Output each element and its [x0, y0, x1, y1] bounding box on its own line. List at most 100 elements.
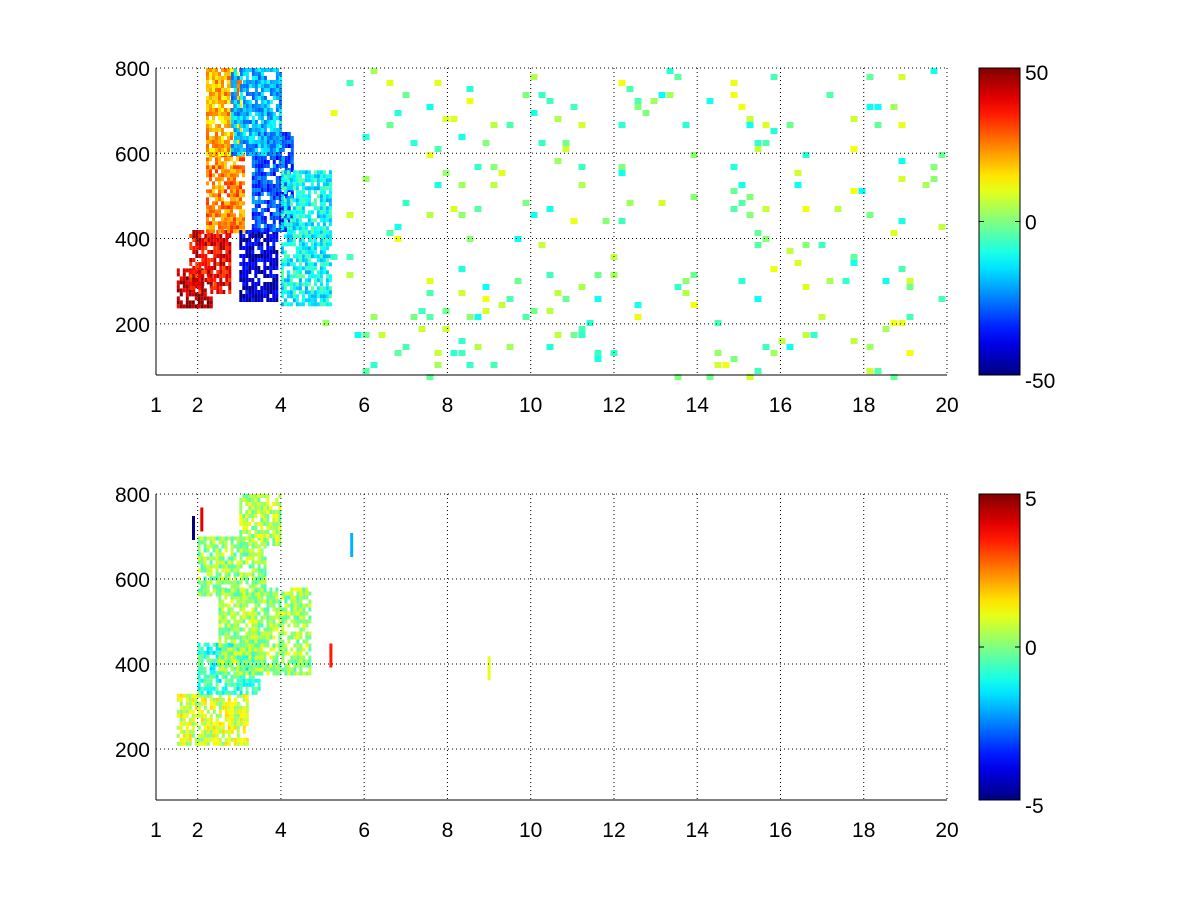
- heatmap-cell: [248, 104, 252, 108]
- heatmap-cell: [275, 542, 279, 546]
- heatmap-cell: [210, 234, 214, 238]
- heatmap-cell: [206, 157, 209, 162]
- heatmap-cell: [263, 266, 267, 270]
- heatmap-cell: [179, 705, 183, 710]
- heatmap-cell: [299, 611, 303, 616]
- heatmap-cell: [263, 282, 267, 286]
- heatmap-cell: [197, 705, 201, 710]
- heatmap-cell: [284, 651, 288, 656]
- heatmap-cell: [224, 221, 227, 226]
- heatmap-cell: [204, 266, 208, 270]
- heatmap-cell: [304, 246, 308, 251]
- heatmap-cell: [248, 262, 252, 266]
- heatmap-cell: [260, 84, 264, 88]
- heatmap-cell: [293, 667, 297, 672]
- heatmap-cell: [281, 591, 285, 596]
- heatmap-cell: [284, 615, 288, 620]
- heatmap-cell: [307, 170, 311, 175]
- heatmap-cell: [233, 100, 237, 104]
- heatmap-cell: [263, 176, 267, 180]
- heatmap-cell: [221, 619, 225, 624]
- heatmap-cell: [260, 560, 264, 565]
- heatmap-cell: [182, 272, 186, 277]
- heatmap-cell: [328, 178, 332, 183]
- heatmap-cell: [304, 198, 308, 203]
- heatmap-cell: [233, 564, 237, 569]
- heatmap-cell: [319, 294, 323, 299]
- heatmap-cell: [269, 148, 273, 152]
- heatmap-cell: [278, 494, 282, 498]
- heatmap-cell: [248, 246, 252, 250]
- heatmap-cell: [194, 705, 198, 710]
- heatmap-cell: [212, 544, 216, 549]
- heatmap-cell: [224, 148, 227, 152]
- heatmap-cell: [254, 234, 258, 238]
- heatmap-cell: [248, 238, 252, 242]
- heatmap-cell: [284, 156, 288, 160]
- heatmap-cell: [209, 304, 213, 309]
- heatmap-cell: [272, 518, 276, 522]
- heatmap-cell: [206, 169, 209, 174]
- heatmap-cell: [278, 603, 282, 608]
- heatmap-cell: [215, 140, 218, 144]
- heatmap-cell: [224, 713, 228, 718]
- heatmap-cell: [225, 230, 229, 234]
- heatmap-cell: [251, 216, 255, 220]
- heatmap-cell: [209, 560, 213, 565]
- heatmap-cell: [218, 185, 221, 190]
- heatmap-cell: [280, 170, 284, 175]
- heatmap-cell: [233, 221, 236, 226]
- heatmap-cell: [266, 238, 270, 242]
- heatmap-cell: [254, 132, 258, 136]
- heatmap-cell: [287, 639, 291, 644]
- heatmap-cell: [260, 607, 264, 612]
- heatmap-cell: [230, 725, 234, 730]
- heatmap-outlier-1: [200, 507, 204, 532]
- heatmap-cell: [197, 580, 201, 585]
- heatmap-cell: [242, 165, 245, 170]
- heatmap-cell: [257, 220, 261, 224]
- heatmap-cell: [189, 270, 193, 274]
- heatmap-cell: [230, 627, 234, 632]
- heatmap-cell: [198, 242, 202, 246]
- heatmap-cell: [466, 86, 474, 92]
- heatmap-cell: [227, 717, 231, 722]
- heatmap-cell: [260, 502, 264, 506]
- heatmap-cell: [233, 588, 237, 593]
- heatmap-cell: [245, 552, 249, 557]
- heatmap-cell: [227, 690, 231, 695]
- heatmap-cell: [218, 709, 222, 714]
- heatmap-cell: [263, 270, 267, 274]
- heatmap-cell: [269, 144, 273, 148]
- heatmap-cell: [578, 122, 586, 128]
- heatmap-cell: [221, 169, 224, 174]
- heatmap-cell: [778, 338, 786, 344]
- heatmap-cell: [242, 498, 246, 502]
- heatmap-cell: [224, 709, 228, 714]
- heatmap-cell: [328, 218, 332, 223]
- heatmap-cell: [218, 100, 221, 104]
- heatmap-cell: [458, 212, 466, 218]
- heatmap-cell: [242, 132, 246, 136]
- heatmap-cell: [233, 201, 236, 206]
- heatmap-cell: [272, 595, 276, 600]
- heatmap-cell: [260, 176, 264, 180]
- heatmap-cell: [194, 741, 198, 746]
- heatmap-cell: [278, 88, 282, 92]
- heatmap-cell: [307, 298, 311, 303]
- heatmap-cell: [215, 152, 218, 156]
- heatmap-cell: [251, 148, 255, 152]
- heatmap-cell: [278, 108, 282, 112]
- heatmap-cell: [283, 206, 287, 211]
- heatmap-cell: [257, 682, 261, 687]
- heatmap-cell: [290, 631, 294, 636]
- heatmap-cell: [272, 116, 276, 120]
- heatmap-cell: [286, 234, 290, 239]
- heatmap-cell: [212, 205, 215, 210]
- heatmap-cell: [227, 112, 230, 116]
- heatmap-cell: [221, 655, 225, 660]
- heatmap-cell: [278, 514, 282, 518]
- heatmap-cell: [233, 705, 237, 710]
- heatmap-cell: [227, 536, 231, 541]
- heatmap-cell: [203, 678, 207, 683]
